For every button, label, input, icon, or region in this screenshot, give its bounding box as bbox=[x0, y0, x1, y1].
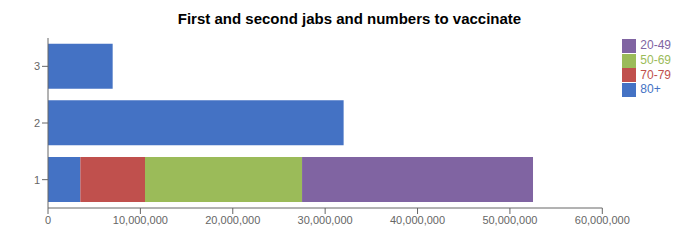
svg-text:40,000,000: 40,000,000 bbox=[390, 214, 445, 226]
html-text:70-79: 70-79 bbox=[640, 67, 671, 82]
html-text:20-49: 20-49 bbox=[640, 38, 671, 52]
svg-text:0: 0 bbox=[45, 214, 51, 226]
svg-text:50,000,000: 50,000,000 bbox=[482, 214, 537, 226]
svg-text:10,000,000: 10,000,000 bbox=[113, 214, 168, 226]
svg-text:3: 3 bbox=[34, 60, 40, 72]
svg-text:30,000,000: 30,000,000 bbox=[298, 214, 353, 226]
svg-text:20,000,000: 20,000,000 bbox=[205, 214, 260, 226]
svg-text:1: 1 bbox=[34, 174, 40, 186]
svg-text:60,000,000: 60,000,000 bbox=[575, 214, 630, 226]
html-text:First and second jabs and numb: First and second jabs and numbers to vac… bbox=[177, 10, 522, 27]
html-text:80+: 80+ bbox=[640, 82, 661, 97]
svg-text:2: 2 bbox=[34, 117, 40, 129]
html-text:50-69: 50-69 bbox=[640, 52, 671, 67]
